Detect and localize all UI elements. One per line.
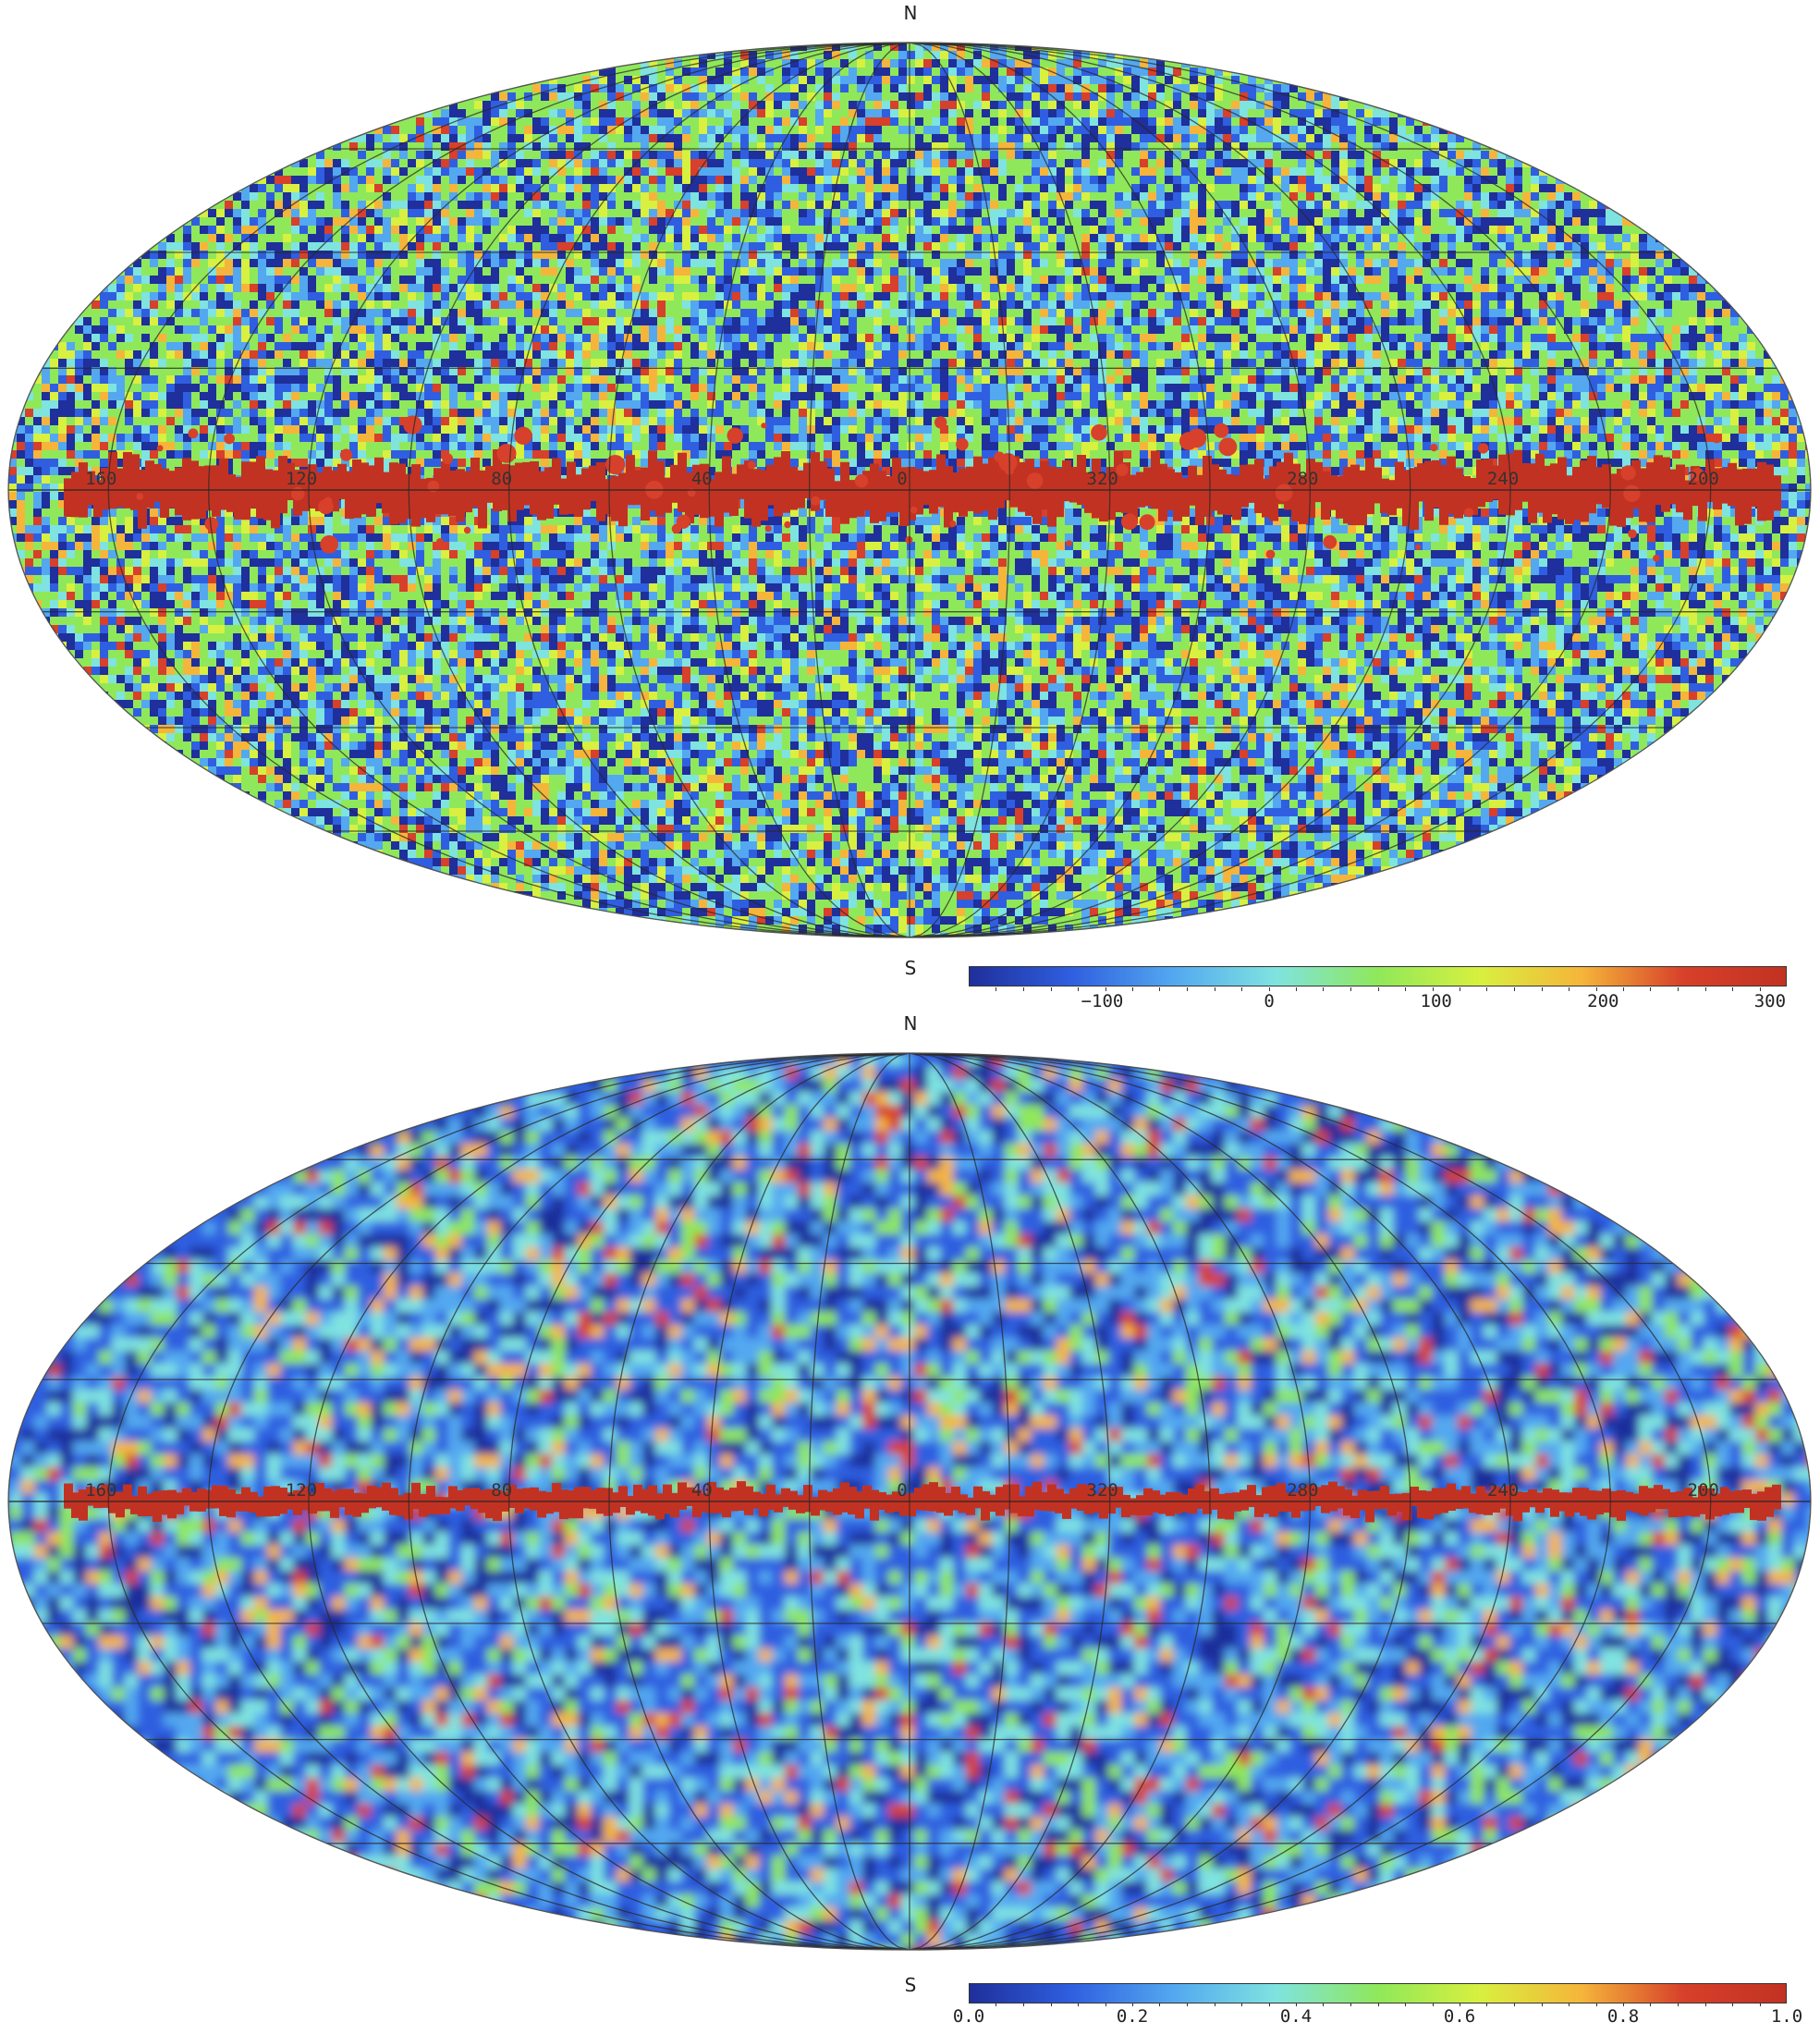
north-pole-label: N (892, 2, 929, 24)
colorbar-tick-label: 0 (1264, 991, 1274, 1011)
colorbar-tick-label: 0.2 (1117, 2006, 1148, 2027)
longitude-label: 40 (691, 1480, 713, 1501)
longitude-label: 280 (1287, 1480, 1318, 1501)
longitude-label: 160 (85, 1480, 116, 1501)
colorbar-tick-label: 0.6 (1444, 2006, 1475, 2027)
longitude-label: 320 (1087, 469, 1118, 489)
colorbar-tick-label: 100 (1421, 991, 1452, 1011)
longitude-label: 240 (1487, 1480, 1519, 1501)
colorbar-tick-label: −100 (1081, 991, 1124, 1011)
north-pole-label: N (892, 1012, 929, 1035)
longitude-label: 80 (491, 469, 512, 489)
longitude-label: 240 (1487, 469, 1519, 489)
top-map-panel: N 160 120 80 40 0 320 280 240 200 S −100 0 100 200 3… (0, 0, 1820, 1008)
colorbar-tick-label: 0.8 (1607, 2006, 1639, 2027)
longitude-label: 200 (1688, 1480, 1719, 1501)
mollweide-map-bottom: 160 120 80 40 0 320 280 240 200 (0, 1048, 1820, 1955)
longitude-label: 320 (1087, 1480, 1118, 1501)
longitude-label: 0 (897, 1480, 907, 1501)
longitude-label: 200 (1688, 469, 1719, 489)
longitude-label: 120 (286, 1480, 317, 1501)
colorbar-tick-label: 0.0 (953, 2006, 984, 2027)
south-pole-label: S (892, 1974, 929, 1996)
longitude-label: 0 (897, 469, 907, 489)
colorbar-top (969, 966, 1787, 986)
longitude-label: 80 (491, 1480, 512, 1501)
sky-texture (8, 1053, 1820, 1955)
colorbar-tick-label: 300 (1754, 991, 1786, 1011)
south-pole-label: S (892, 957, 929, 979)
longitude-label: 280 (1287, 469, 1318, 489)
colorbar-tick-label: 0.4 (1280, 2006, 1312, 2027)
longitude-label: 120 (286, 469, 317, 489)
colorbar-tick-label: 1.0 (1771, 2006, 1802, 2027)
bottom-map-panel: N 160 120 80 40 0 320 280 240 200 S 0.0 0.2 0.4 0.6… (0, 1012, 1820, 2028)
colorbar-bottom (969, 1983, 1787, 2003)
colorbar-tick-label: 200 (1587, 991, 1618, 1011)
colorbar-minor-ticks (969, 2003, 1787, 2006)
sky-texture (8, 43, 1814, 942)
mollweide-map-top: 160 120 80 40 0 320 280 240 200 (0, 37, 1820, 943)
longitude-label: 160 (85, 469, 116, 489)
longitude-label: 40 (691, 469, 713, 489)
